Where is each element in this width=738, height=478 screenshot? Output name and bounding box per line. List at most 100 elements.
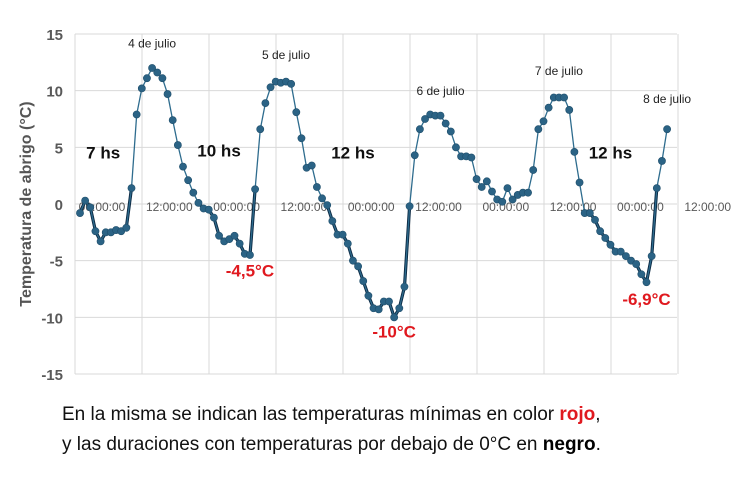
y-tick-label: 10 [46,84,63,101]
data-point [148,64,156,72]
data-point [354,262,362,271]
data-point [575,178,584,187]
y-tick-label: 15 [46,27,63,44]
data-point [544,103,553,112]
data-point [364,291,373,300]
x-tick-label: 12:00:00 [415,200,462,214]
temperature-line [79,66,668,319]
duration-label: 7 hs [86,144,120,163]
data-point [297,134,306,143]
data-point [606,240,615,249]
data-point [323,201,332,210]
data-point [359,277,368,285]
data-point [194,198,203,207]
data-point [137,84,146,93]
x-tick-label: 00:00:00 [617,200,664,214]
x-tick-label: 12:00:00 [684,200,731,214]
chart-caption: En la misma se indican las temperaturas … [62,400,732,460]
data-point [153,68,162,77]
data-point [539,117,548,126]
y-tick-label: -5 [50,254,63,271]
data-point [251,185,259,194]
data-point [349,256,357,265]
data-point [338,230,347,239]
data-point [204,205,213,214]
data-point [642,278,651,287]
day-label: 6 de julio [416,84,464,98]
data-point [436,111,445,120]
data-point [585,209,594,217]
duration-label: 12 hs [331,144,374,163]
data-point [616,247,625,256]
data-point [508,195,517,204]
data-point [143,74,151,83]
minimum-label: -6,9°C [622,290,670,309]
data-point [122,223,131,232]
data-point [647,252,656,261]
y-tick-label: -10 [41,310,63,327]
x-axis-tick-labels: 00:00:00 12:00:00 00:00:00 12:00:00 00:00:00… [79,200,732,214]
caption-line-2-end: . [595,434,601,455]
data-point [452,143,460,152]
data-point [287,79,296,88]
data-point [385,297,393,306]
day-label: 8 de julio [643,92,691,106]
temperature-points [76,64,671,322]
caption-red-word: rojo [559,404,596,425]
minimum-label: -10°C [372,323,416,342]
data-point [390,313,399,322]
data-point [482,177,491,186]
data-point [328,217,337,225]
caption-black-word: negro [542,434,596,455]
duration-label: 10 hs [197,141,240,160]
data-point [596,227,605,236]
caption-line-2: y las duraciones con temperaturas por de… [62,430,732,460]
data-point [318,194,326,203]
data-point [591,215,599,224]
x-tick-label: 12:00:00 [281,200,328,214]
data-point [477,183,486,191]
data-point [622,252,630,261]
data-point [91,227,100,236]
data-point [565,106,574,114]
day-label: 7 de julio [535,64,583,78]
x-tick-label: 00:00:00 [482,200,529,214]
duration-label: 12 hs [589,144,632,163]
data-point [168,116,177,125]
data-point [637,270,646,279]
data-point [343,239,352,248]
y-axis-tick-labels: 15 10 5 0 -5 -10 -15 [41,27,63,384]
data-point [312,183,321,191]
data-point [127,184,136,193]
data-point [652,184,661,193]
data-point [230,231,239,240]
caption-line-1-text: En la misma se indican las temperaturas … [62,404,560,425]
caption-line-1: En la misma se indican las temperaturas … [62,400,732,430]
x-tick-label: 12:00:00 [146,200,193,214]
data-point [86,203,95,212]
data-point [534,125,543,134]
temperature-chart: 15 10 5 0 -5 -10 -15 00:00:00 12:00:00 00:00:00 1… [18,27,732,384]
data-point [446,127,455,136]
data-point [632,260,641,268]
data-point [256,125,265,134]
data-point [173,141,182,149]
data-point [96,237,105,246]
below-zero-segment [325,203,412,319]
data-point [601,234,610,242]
data-point [395,304,404,313]
caption-line-1-end: , [595,404,601,425]
data-point [179,162,187,171]
day-labels: 4 de julio 5 de julio 6 de julio 7 de julio… [128,37,691,107]
data-point [374,305,383,314]
data-point [158,74,167,83]
duration-labels: 7 hs 10 hs 12 hs 12 hs [86,141,632,162]
data-point [189,188,198,197]
y-tick-label: 5 [55,140,63,157]
data-point [410,151,419,160]
data-point [472,175,481,183]
data-point [261,99,270,108]
data-point [209,213,218,222]
data-point [663,125,671,134]
data-point [292,108,301,117]
